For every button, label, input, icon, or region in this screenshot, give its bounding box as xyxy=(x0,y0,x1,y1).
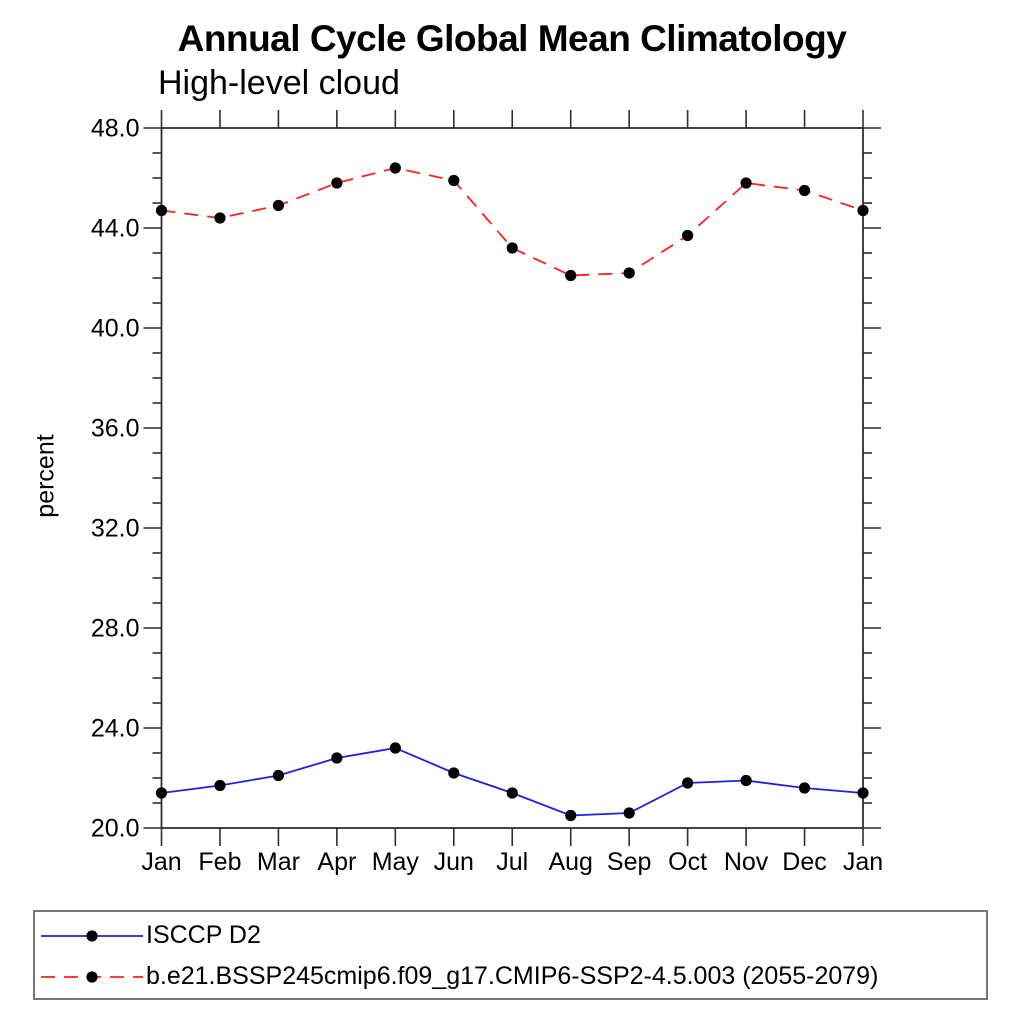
x-tick-label: Jul xyxy=(496,848,528,876)
legend-label-model: b.e21.BSSP245cmip6.f09_g17.CMIP6-SSP2-4.… xyxy=(146,962,879,990)
series-line-1 xyxy=(161,167,864,277)
x-tick-label: Oct xyxy=(668,848,707,876)
x-tick-label: May xyxy=(372,848,420,876)
x-tick-label: Nov xyxy=(724,848,769,876)
x-tick-label: Sep xyxy=(607,848,651,876)
y-tick-label: 44.0 xyxy=(91,215,140,243)
data-point-marker xyxy=(214,779,226,792)
data-point-marker xyxy=(448,174,460,187)
series-line-0 xyxy=(161,747,864,817)
data-point-marker xyxy=(155,204,168,217)
data-point-marker xyxy=(272,769,285,782)
legend-line-sample-dashed xyxy=(41,970,143,983)
legend-line-sample-solid xyxy=(41,929,143,942)
data-point-marker xyxy=(389,742,401,754)
x-tick-label: Dec xyxy=(782,848,826,876)
plot-area: 20.0 24.0 28.0 32.0 36.0 40.0 44.0 48.0 Jan Feb Ma… xyxy=(91,110,883,876)
data-point-marker xyxy=(623,267,635,279)
data-point-marker xyxy=(740,774,752,787)
data-point-marker xyxy=(214,212,226,224)
data-point-marker xyxy=(565,269,577,282)
chart-subtitle: High-level cloud xyxy=(158,64,400,102)
data-point-marker xyxy=(331,177,343,189)
x-tick-label: Mar xyxy=(257,848,300,876)
data-point-marker xyxy=(331,752,343,764)
y-tick-label: 36.0 xyxy=(91,415,140,443)
y-tick-label: 32.0 xyxy=(91,515,140,543)
x-tick-label: Jun xyxy=(434,848,474,876)
y-tick-label: 48.0 xyxy=(91,115,140,143)
data-point-marker xyxy=(682,229,694,242)
data-point-marker xyxy=(506,242,518,254)
legend-item-model: b.e21.BSSP245cmip6.f09_g17.CMIP6-SSP2-4.… xyxy=(35,956,986,997)
data-point-marker xyxy=(798,184,811,197)
x-tick-label: Apr xyxy=(317,848,356,876)
legend-label-isccp: ISCCP D2 xyxy=(146,921,261,949)
data-point-marker xyxy=(798,782,811,794)
x-tick-label: Jan xyxy=(141,848,181,876)
chart-title: Annual Cycle Global Mean Climatology xyxy=(177,18,847,59)
data-point-marker xyxy=(155,787,168,799)
data-point-marker xyxy=(857,787,869,799)
y-tick-label: 20.0 xyxy=(91,815,140,843)
plot-frame xyxy=(160,127,864,829)
data-point-marker xyxy=(272,199,285,212)
data-point-marker xyxy=(623,807,635,819)
data-point-marker xyxy=(857,204,869,217)
data-point-marker xyxy=(506,787,518,799)
data-point-marker xyxy=(682,777,694,789)
legend-sample-marker xyxy=(86,970,98,983)
x-tick-label: Jan xyxy=(843,848,883,876)
x-tick-label: Feb xyxy=(198,848,241,876)
y-tick-label: 28.0 xyxy=(91,615,140,643)
legend-sample-marker xyxy=(86,929,98,942)
legend-item-isccp: ISCCP D2 xyxy=(35,915,986,956)
data-point-marker xyxy=(448,767,460,779)
data-point-marker xyxy=(389,162,401,174)
y-tick-label: 24.0 xyxy=(91,715,140,743)
data-point-marker xyxy=(565,809,577,822)
data-point-marker xyxy=(740,177,752,189)
x-tick-label: Aug xyxy=(548,848,592,876)
y-tick-label: 40.0 xyxy=(91,315,140,343)
legend: ISCCP D2 b.e21.BSSP245cmip6.f09_g17.CMIP… xyxy=(33,910,988,1000)
